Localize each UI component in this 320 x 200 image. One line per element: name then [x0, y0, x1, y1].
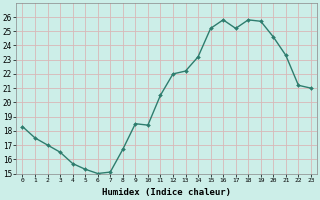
X-axis label: Humidex (Indice chaleur): Humidex (Indice chaleur) — [102, 188, 231, 197]
